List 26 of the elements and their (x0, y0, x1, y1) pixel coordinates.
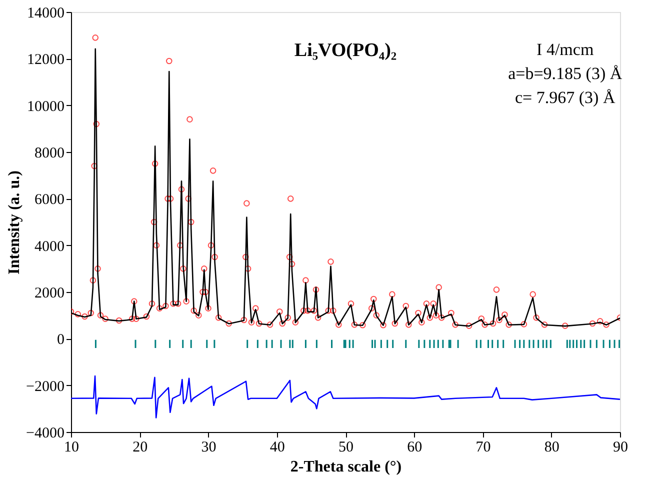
x-tick-label: 80 (544, 440, 560, 456)
y-tick-label: 6000 (34, 192, 64, 208)
y-tick-label: −2000 (26, 378, 64, 395)
annotation: c= 7.967 (3) Å (514, 88, 616, 107)
y-tick-label: 10000 (27, 98, 64, 115)
y-tick-label: 12000 (27, 52, 64, 68)
y-tick-label: 4000 (34, 238, 64, 255)
y-axis-title: Intensity (a. u.) (6, 170, 24, 275)
x-tick-label: 60 (407, 440, 422, 456)
x-tick-label: 70 (476, 440, 491, 456)
y-tick-label: −4000 (26, 426, 64, 442)
x-tick-label: 10 (64, 440, 79, 456)
annotation: a=b=9.185 (3) Å (508, 64, 623, 83)
x-tick-label: 40 (270, 440, 285, 456)
x-tick-label: 20 (132, 440, 148, 456)
x-tick-label: 90 (613, 440, 628, 456)
x-tick-label: 50 (338, 440, 354, 456)
x-axis-title: 2-Theta scale (°) (290, 458, 402, 476)
x-tick-label: 30 (201, 440, 216, 456)
annotation: I 4/mcm (536, 40, 594, 59)
annotation: Li₅VO(PO₄)₂ (294, 40, 397, 61)
y-tick-label: 8000 (34, 146, 64, 162)
y-tick-label: 0 (57, 332, 64, 348)
y-tick-label: 2000 (34, 286, 64, 302)
line-series (71, 375, 620, 418)
y-tick-label: 14000 (27, 6, 64, 22)
